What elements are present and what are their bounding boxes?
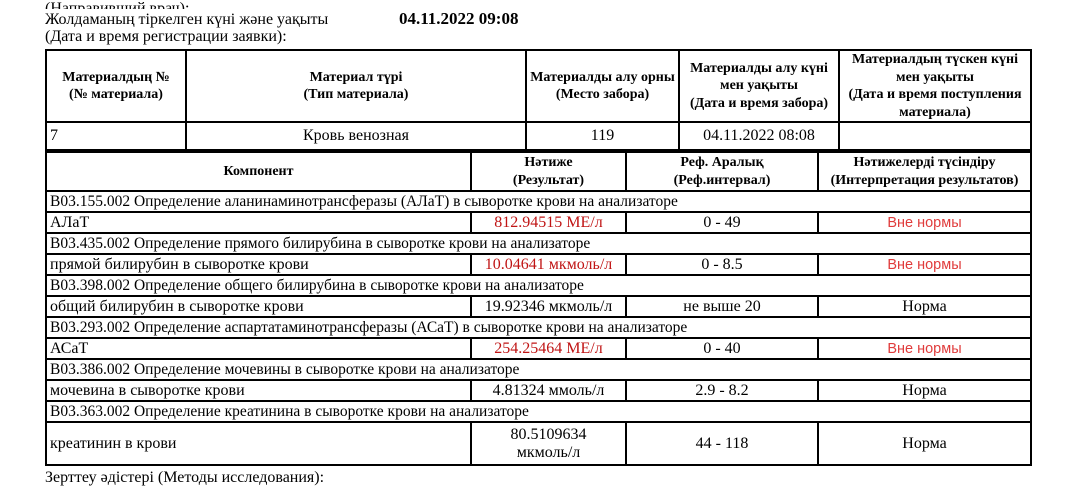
registration-line: Жолдаманың тіркелген күні және уақыты 04… [45, 10, 1030, 28]
material-type-header: Материал түрі (Тип материала) [185, 49, 527, 123]
component-cell: мочевина в сыворотке крови [45, 379, 472, 402]
methods-label: Зерттеу әдістері (Методы исследования): [45, 469, 325, 486]
material-taken-header: Материалды алу күні мен уақыты (Дата и в… [678, 49, 840, 123]
ref-interval-cell: 44 - 118 [625, 421, 819, 466]
test-title: В03.386.002 Определение мочевины в сывор… [45, 358, 1032, 381]
interpretation-cell: Вне нормы [817, 211, 1032, 234]
registration-label-kk: Жолдаманың тіркелген күні және уақыты [45, 11, 329, 28]
referring-doctor-label: (Направивший врач): [45, 0, 190, 9]
material-number-cell: 7 [45, 121, 187, 151]
test-title-row: В03.435.002 Определение прямого билируби… [45, 232, 1032, 255]
test-title: В03.435.002 Определение прямого билируби… [45, 232, 1032, 255]
test-title-row: В03.293.002 Определение аспартатаминотра… [45, 316, 1032, 339]
results-header-row: Компонент Нәтиже (Результат) Реф. Аралық… [45, 151, 1032, 192]
clipped-top-line: (Направивший врач): [45, 0, 1030, 9]
test-title: В03.363.002 Определение креатинина в сыв… [45, 400, 1032, 423]
interpretation-cell: Норма [817, 379, 1032, 402]
interpretation-cell: Вне нормы [817, 337, 1032, 360]
material-header-row: Материалдың № (№ материала) Материал түр… [45, 49, 1032, 123]
material-received-cell [838, 121, 1032, 151]
test-title: В03.398.002 Определение общего билирубин… [45, 274, 1032, 297]
component-header: Компонент [45, 151, 472, 192]
material-number-header: Материалдың № (№ материала) [45, 49, 187, 123]
test-result-row: мочевина в сыворотке крови 4.81324 ммоль… [45, 379, 1032, 402]
material-data-row: 7 Кровь венозная 119 04.11.2022 08:08 [45, 121, 1032, 151]
test-result-row: общий билирубин в сыворотке крови 19.923… [45, 295, 1032, 318]
result-header: Нәтиже (Результат) [470, 151, 627, 192]
test-result-row: АСаТ 254.25464 МЕ/л 0 - 40 Вне нормы [45, 337, 1032, 360]
test-title: В03.293.002 Определение аспартатаминотра… [45, 316, 1032, 339]
result-cell: 254.25464 МЕ/л [470, 337, 627, 360]
result-cell: 812.94515 МЕ/л [470, 211, 627, 234]
material-type-cell: Кровь венозная [185, 121, 527, 151]
material-taken-cell: 04.11.2022 08:08 [678, 121, 840, 151]
material-received-header: Материалдың түскен күні мен уақыты (Дата… [838, 49, 1032, 123]
ref-interval-cell: не выше 20 [625, 295, 819, 318]
ref-interval-cell: 2.9 - 8.2 [625, 379, 819, 402]
results-table: Компонент Нәтиже (Результат) Реф. Аралық… [45, 151, 1032, 466]
result-cell: 4.81324 ммоль/л [470, 379, 627, 402]
component-cell: общий билирубин в сыворотке крови [45, 295, 472, 318]
test-result-row: АЛаТ 812.94515 МЕ/л 0 - 49 Вне нормы [45, 211, 1032, 234]
interpretation-cell: Норма [817, 295, 1032, 318]
test-result-row: креатинин в крови 80.5109634 мкмоль/л 44… [45, 421, 1032, 466]
component-cell: АЛаТ [45, 211, 472, 234]
result-cell: 19.92346 мкмоль/л [470, 295, 627, 318]
ref-interval-header: Реф. Аралық (Реф.интервал) [625, 151, 819, 192]
ref-interval-cell: 0 - 40 [625, 337, 819, 360]
interpretation-header: Нәтижелерді түсіндіру (Интерпретация рез… [817, 151, 1032, 192]
ref-interval-cell: 0 - 49 [625, 211, 819, 234]
interpretation-cell: Норма [817, 421, 1032, 466]
ref-interval-cell: 0 - 8.5 [625, 253, 819, 276]
lab-report-document: (Направивший врач): Жолдаманың тіркелген… [45, 0, 1032, 487]
registration-label-ru: (Дата и время регистрации заявки): [45, 28, 287, 45]
material-place-cell: 119 [525, 121, 680, 151]
test-result-row: прямой билирубин в сыворотке крови 10.04… [45, 253, 1032, 276]
test-title-row: В03.386.002 Определение мочевины в сывор… [45, 358, 1032, 381]
registration-datetime: 04.11.2022 09:08 [399, 9, 519, 28]
result-cell: 80.5109634 мкмоль/л [470, 421, 627, 466]
test-title-row: В03.155.002 Определение аланинаминотранс… [45, 190, 1032, 213]
component-cell: креатинин в крови [45, 421, 472, 466]
material-place-header: Материалды алу орны (Место забора) [525, 49, 680, 123]
material-table: Материалдың № (№ материала) Материал түр… [45, 49, 1032, 151]
component-cell: АСаТ [45, 337, 472, 360]
interpretation-cell: Вне нормы [817, 253, 1032, 276]
test-title-row: В03.398.002 Определение общего билирубин… [45, 274, 1032, 297]
test-title: В03.155.002 Определение аланинаминотранс… [45, 190, 1032, 213]
result-cell: 10.04641 мкмоль/л [470, 253, 627, 276]
test-title-row: В03.363.002 Определение креатинина в сыв… [45, 400, 1032, 423]
component-cell: прямой билирубин в сыворотке крови [45, 253, 472, 276]
